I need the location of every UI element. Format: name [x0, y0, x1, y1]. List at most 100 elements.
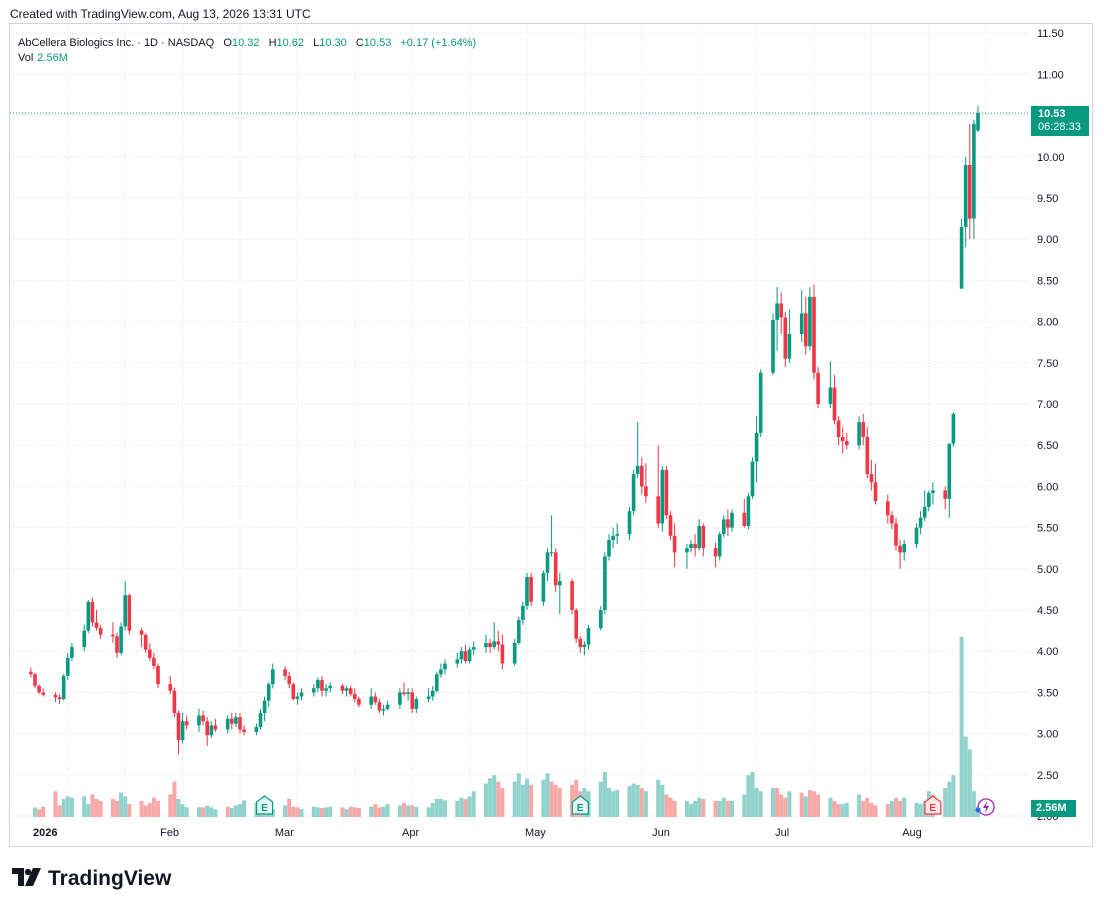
volume-bar — [143, 805, 148, 817]
volume-bar — [496, 781, 501, 817]
ohlc-legend: AbCellera Biologics Inc. · 1D · NASDAQ O… — [18, 35, 476, 52]
candle-body — [972, 123, 976, 219]
volume-bar — [463, 798, 468, 817]
volume-bar — [730, 800, 734, 817]
candle-body — [525, 577, 529, 606]
y-tick-label: 3.50 — [1037, 687, 1058, 699]
volume-bar — [311, 806, 316, 817]
volume-bar — [598, 781, 603, 817]
volume-bar — [299, 809, 304, 817]
volume-bar — [607, 788, 611, 817]
candle-body — [968, 165, 972, 219]
volume-bar — [500, 788, 505, 817]
volume-bar — [205, 805, 210, 817]
candle-body — [631, 474, 636, 512]
candle-body — [156, 666, 160, 685]
candle-body — [635, 465, 640, 475]
candle-body — [435, 674, 439, 691]
high-value: 10.62 — [276, 37, 305, 49]
volume-bar — [697, 797, 702, 817]
candle-body — [783, 317, 788, 359]
volume-bar — [123, 796, 128, 817]
volume-bar — [430, 802, 435, 817]
candle-body — [320, 680, 324, 691]
volume-bar — [340, 807, 345, 817]
candle-body — [947, 443, 952, 499]
volume-bar — [869, 802, 874, 817]
candle-body — [886, 501, 890, 516]
volume-bar — [53, 791, 58, 817]
candle-body — [685, 548, 689, 553]
earnings-marker-label: E — [577, 803, 584, 814]
candle-body — [959, 226, 964, 289]
candle-body — [845, 441, 849, 446]
volume-bar — [742, 794, 747, 817]
candle-body — [463, 651, 468, 662]
volume-bar — [37, 809, 42, 817]
candle-body — [398, 692, 402, 705]
open-value: 10.32 — [231, 37, 260, 49]
x-tick-label: Jun — [652, 827, 670, 839]
candle-body — [328, 685, 332, 689]
candle-body — [426, 696, 431, 699]
volume-bar — [373, 804, 378, 817]
candle-body — [242, 729, 246, 732]
candle-body — [689, 544, 693, 549]
volume-bar — [33, 807, 37, 817]
volume-bar — [529, 784, 534, 817]
candle-body — [143, 634, 148, 650]
volume-bar — [807, 789, 812, 817]
candle-body — [98, 628, 103, 635]
candle-body — [492, 641, 496, 648]
candle-body — [943, 490, 947, 499]
candle-body — [963, 165, 968, 227]
volume-bar — [725, 800, 730, 817]
volume-bar — [857, 794, 862, 817]
volume-bar — [541, 779, 546, 817]
volume-bar — [611, 791, 616, 817]
volume-bar — [947, 781, 952, 817]
volume-bar — [328, 806, 333, 817]
volume-bar — [41, 806, 46, 817]
candle-body — [197, 715, 201, 726]
candle-body — [574, 610, 578, 639]
y-tick-label: 4.50 — [1037, 605, 1058, 617]
volume-bar — [455, 800, 460, 817]
volume-bar — [656, 779, 661, 817]
candle-body — [496, 641, 501, 645]
candle-body — [832, 387, 837, 421]
earnings-marker — [256, 795, 274, 815]
y-tick-label: 3.00 — [1037, 729, 1058, 741]
volume-bar — [168, 794, 173, 817]
candle-body — [890, 515, 894, 524]
volume-bar — [406, 805, 411, 817]
candle-body — [258, 713, 263, 728]
volume-bar — [426, 807, 431, 817]
volume-bar — [443, 800, 447, 817]
tradingview-logo[interactable]: TradingView — [12, 866, 171, 892]
candle-body — [283, 669, 287, 676]
candle-body — [914, 527, 919, 545]
volume-bar — [467, 796, 472, 817]
candle-body — [611, 535, 615, 540]
volume-bar — [197, 807, 201, 817]
volume-bar — [889, 800, 894, 817]
candle-body — [127, 595, 132, 631]
volume-bar — [885, 804, 890, 817]
candle-body — [500, 644, 505, 664]
candle-body — [976, 113, 980, 131]
candle-body — [697, 525, 701, 549]
candle-body — [86, 601, 91, 631]
candle-body — [869, 474, 874, 483]
close-value: 10.53 — [363, 37, 392, 49]
candle-body — [37, 685, 41, 693]
candle-body — [377, 702, 382, 711]
symbol-title: AbCellera Biologics Inc. · 1D · NASDAQ — [18, 37, 215, 49]
volume-bar — [836, 804, 841, 817]
candle-body — [512, 642, 517, 664]
candle-body — [168, 684, 173, 691]
candle-body — [779, 303, 783, 318]
candle-body — [369, 696, 373, 705]
event-lightning-glyph — [983, 801, 990, 813]
